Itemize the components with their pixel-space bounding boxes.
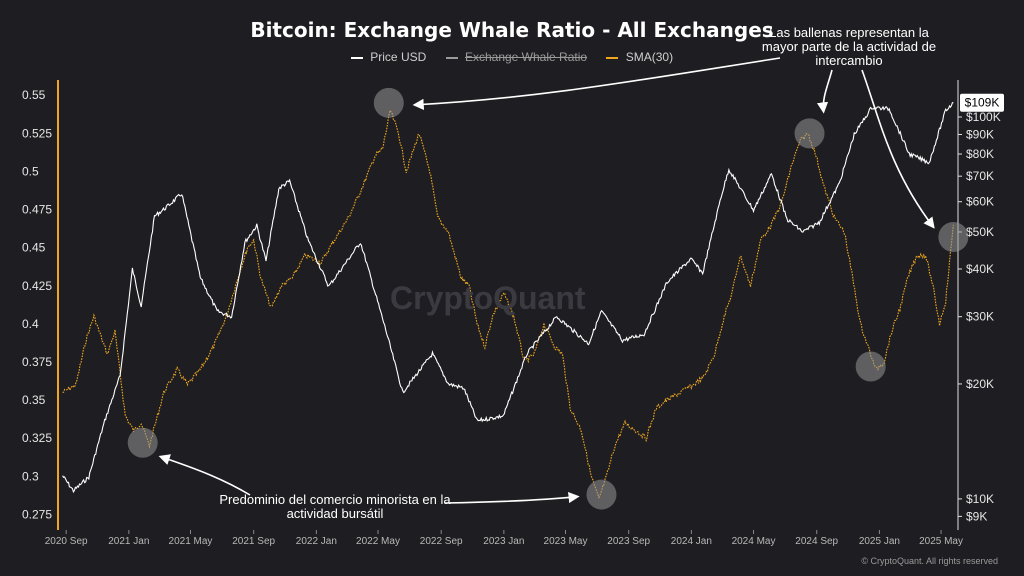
x-tick-11: 2024 May: [732, 536, 776, 547]
y-right-tick-9: $10K: [966, 492, 994, 506]
y-right-tick-7: $30K: [966, 310, 994, 324]
arrow-whales-2025: [861, 69, 935, 229]
series-line-sma: [62, 108, 954, 500]
y-right-tick-2: $80K: [966, 147, 994, 161]
current-price-box: [960, 93, 1004, 112]
y-right-tick-5: $50K: [966, 225, 994, 239]
y-left-tick-6: 0.4: [22, 317, 39, 331]
x-tick-2: 2021 May: [169, 536, 213, 547]
y-right-tick-4: $60K: [966, 195, 994, 209]
x-tick-6: 2022 Sep: [420, 536, 463, 547]
highlight-circle-3: [794, 118, 825, 149]
y-left-tick-9: 0.325: [22, 431, 52, 445]
x-tick-9: 2023 Sep: [607, 536, 650, 547]
highlight-circle-4: [855, 351, 886, 382]
x-tick-12: 2024 Sep: [795, 536, 838, 547]
series-line-price: [62, 102, 954, 494]
arrow-retail-2021: [158, 454, 251, 496]
arrow-retail-2023: [444, 491, 580, 504]
y-right-tick-1: $90K: [966, 127, 994, 141]
y-left-tick-2: 0.5: [22, 164, 39, 178]
arrow-whales-2022: [412, 57, 781, 110]
y-left-tick-0: 0.55: [22, 88, 46, 102]
y-right-tick-6: $40K: [966, 262, 994, 276]
y-left-tick-5: 0.425: [22, 279, 52, 293]
y-left-tick-8: 0.35: [22, 393, 46, 407]
x-tick-5: 2022 May: [356, 536, 400, 547]
x-tick-14: 2025 May: [919, 536, 963, 547]
highlight-circle-2: [586, 479, 617, 510]
highlight-circle-5: [938, 221, 969, 252]
highlight-circle-0: [127, 427, 158, 458]
arrow-whales-2024: [816, 69, 833, 114]
x-tick-4: 2022 Jan: [296, 536, 337, 547]
x-tick-8: 2023 May: [544, 536, 588, 547]
y-right-tick-8: $20K: [966, 377, 994, 391]
y-left-tick-11: 0.275: [22, 507, 52, 521]
x-tick-0: 2020 Sep: [45, 536, 88, 547]
x-tick-1: 2021 Jan: [108, 536, 149, 547]
y-left-tick-10: 0.3: [22, 469, 39, 483]
copyright: © CryptoQuant. All rights reserved: [861, 556, 998, 566]
x-tick-3: 2021 Sep: [232, 536, 275, 547]
highlight-circle-1: [373, 87, 404, 118]
y-left-tick-4: 0.45: [22, 241, 46, 255]
y-left-tick-7: 0.375: [22, 355, 52, 369]
x-tick-7: 2023 Jan: [483, 536, 524, 547]
y-right-tick-3: $70K: [966, 169, 994, 183]
y-left-tick-1: 0.525: [22, 126, 52, 140]
current-price-label: $109K: [965, 96, 1000, 110]
y-right-tick-10: $9K: [966, 509, 987, 523]
y-right-tick-0: $100K: [966, 110, 1001, 124]
y-left-tick-3: 0.475: [22, 203, 52, 217]
x-tick-10: 2024 Jan: [671, 536, 712, 547]
x-tick-13: 2025 Jan: [859, 536, 900, 547]
